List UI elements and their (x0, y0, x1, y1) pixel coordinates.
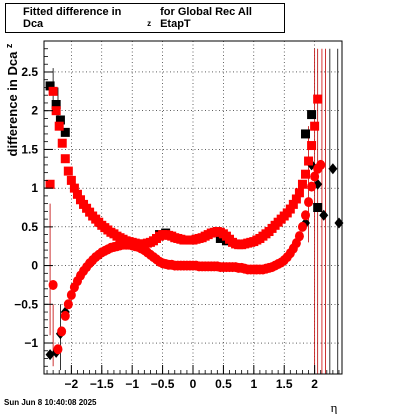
circle-marker (301, 210, 311, 221)
circle-marker (53, 344, 63, 355)
circle-marker (57, 326, 67, 337)
y-tick-label: 2 (31, 104, 38, 118)
square-marker (304, 156, 314, 166)
square-marker (307, 110, 317, 120)
circle-marker (60, 310, 70, 321)
chart-title-main: Fitted difference in Dca (23, 6, 122, 30)
x-tick-label: −1 (125, 377, 139, 391)
square-marker (54, 121, 64, 131)
square-marker (313, 94, 323, 104)
diamond-marker (319, 209, 329, 221)
axis-ticks (44, 40, 340, 375)
y-axis-label-main: difference in Dca (5, 51, 20, 157)
footer-timestamp: Sun Jun 8 10:40:08 2025 (4, 398, 97, 407)
circle-marker (304, 197, 314, 208)
square-marker (75, 195, 85, 205)
square-marker (63, 166, 73, 176)
square-marker (72, 189, 82, 199)
diamond-marker (334, 217, 344, 229)
circle-marker (310, 171, 320, 182)
y-tick-label: −0.5 (14, 297, 38, 311)
square-marker (215, 233, 225, 243)
circle-marker (294, 231, 304, 242)
square-marker (55, 115, 65, 125)
square-marker (301, 129, 311, 139)
chart-title-suffix: for Global Rec All EtapT (160, 6, 252, 30)
square-marker (60, 154, 70, 164)
grid-lines (44, 41, 342, 374)
x-axis-label: η (331, 400, 338, 414)
x-tick-label: 1 (250, 377, 257, 391)
square-marker (69, 183, 79, 193)
y-tick-label: −1 (24, 336, 38, 350)
square-marker (45, 179, 55, 189)
x-tick-label: −1.5 (90, 377, 114, 391)
y-tick-label: 0 (31, 259, 38, 273)
circle-marker (316, 159, 326, 170)
x-tick-label: 2 (311, 377, 318, 391)
circle-marker (297, 221, 307, 232)
x-tick-label: 0 (190, 377, 197, 391)
square-marker (45, 81, 55, 91)
square-marker (60, 127, 70, 137)
x-tick-label: −0.5 (151, 377, 175, 391)
square-marker (285, 204, 295, 214)
data-points (45, 81, 344, 361)
chart-title-box: Fitted difference in Dca z for Global Re… (5, 3, 285, 33)
square-marker (291, 194, 301, 204)
chart-title-subscript: z (147, 18, 152, 28)
circle-marker (307, 181, 317, 192)
square-marker (313, 203, 323, 212)
square-marker (297, 179, 307, 189)
x-tick-label: 1.5 (276, 377, 293, 391)
circle-marker (48, 279, 58, 290)
square-marker (301, 169, 311, 179)
square-marker (48, 86, 58, 96)
y-axis-label-subscript: z (4, 43, 14, 48)
y-tick-label: 1 (31, 181, 38, 195)
square-marker (310, 121, 320, 131)
y-tick-label: 0.5 (21, 220, 38, 234)
square-marker (307, 141, 317, 151)
x-tick-label: 0.5 (215, 377, 232, 391)
y-tick-label: 1.5 (21, 142, 38, 156)
square-marker (51, 100, 61, 110)
circle-marker (63, 299, 73, 310)
square-marker (57, 138, 67, 148)
square-marker (66, 175, 76, 185)
tick-labels: −2 −1.5 −1 −0.5 0 0.5 1 1.5 2 −1 −0.5 0 0.5 1 1.5 2 2.5 (14, 65, 318, 391)
diamond-marker (328, 163, 338, 175)
x-tick-label: −2 (65, 377, 79, 391)
square-marker (294, 188, 304, 198)
square-marker (288, 199, 298, 209)
y-tick-label: 2.5 (21, 65, 38, 79)
square-marker (51, 106, 61, 116)
y-axis-label: difference in Dca z (4, 43, 20, 156)
circle-marker (66, 290, 76, 301)
